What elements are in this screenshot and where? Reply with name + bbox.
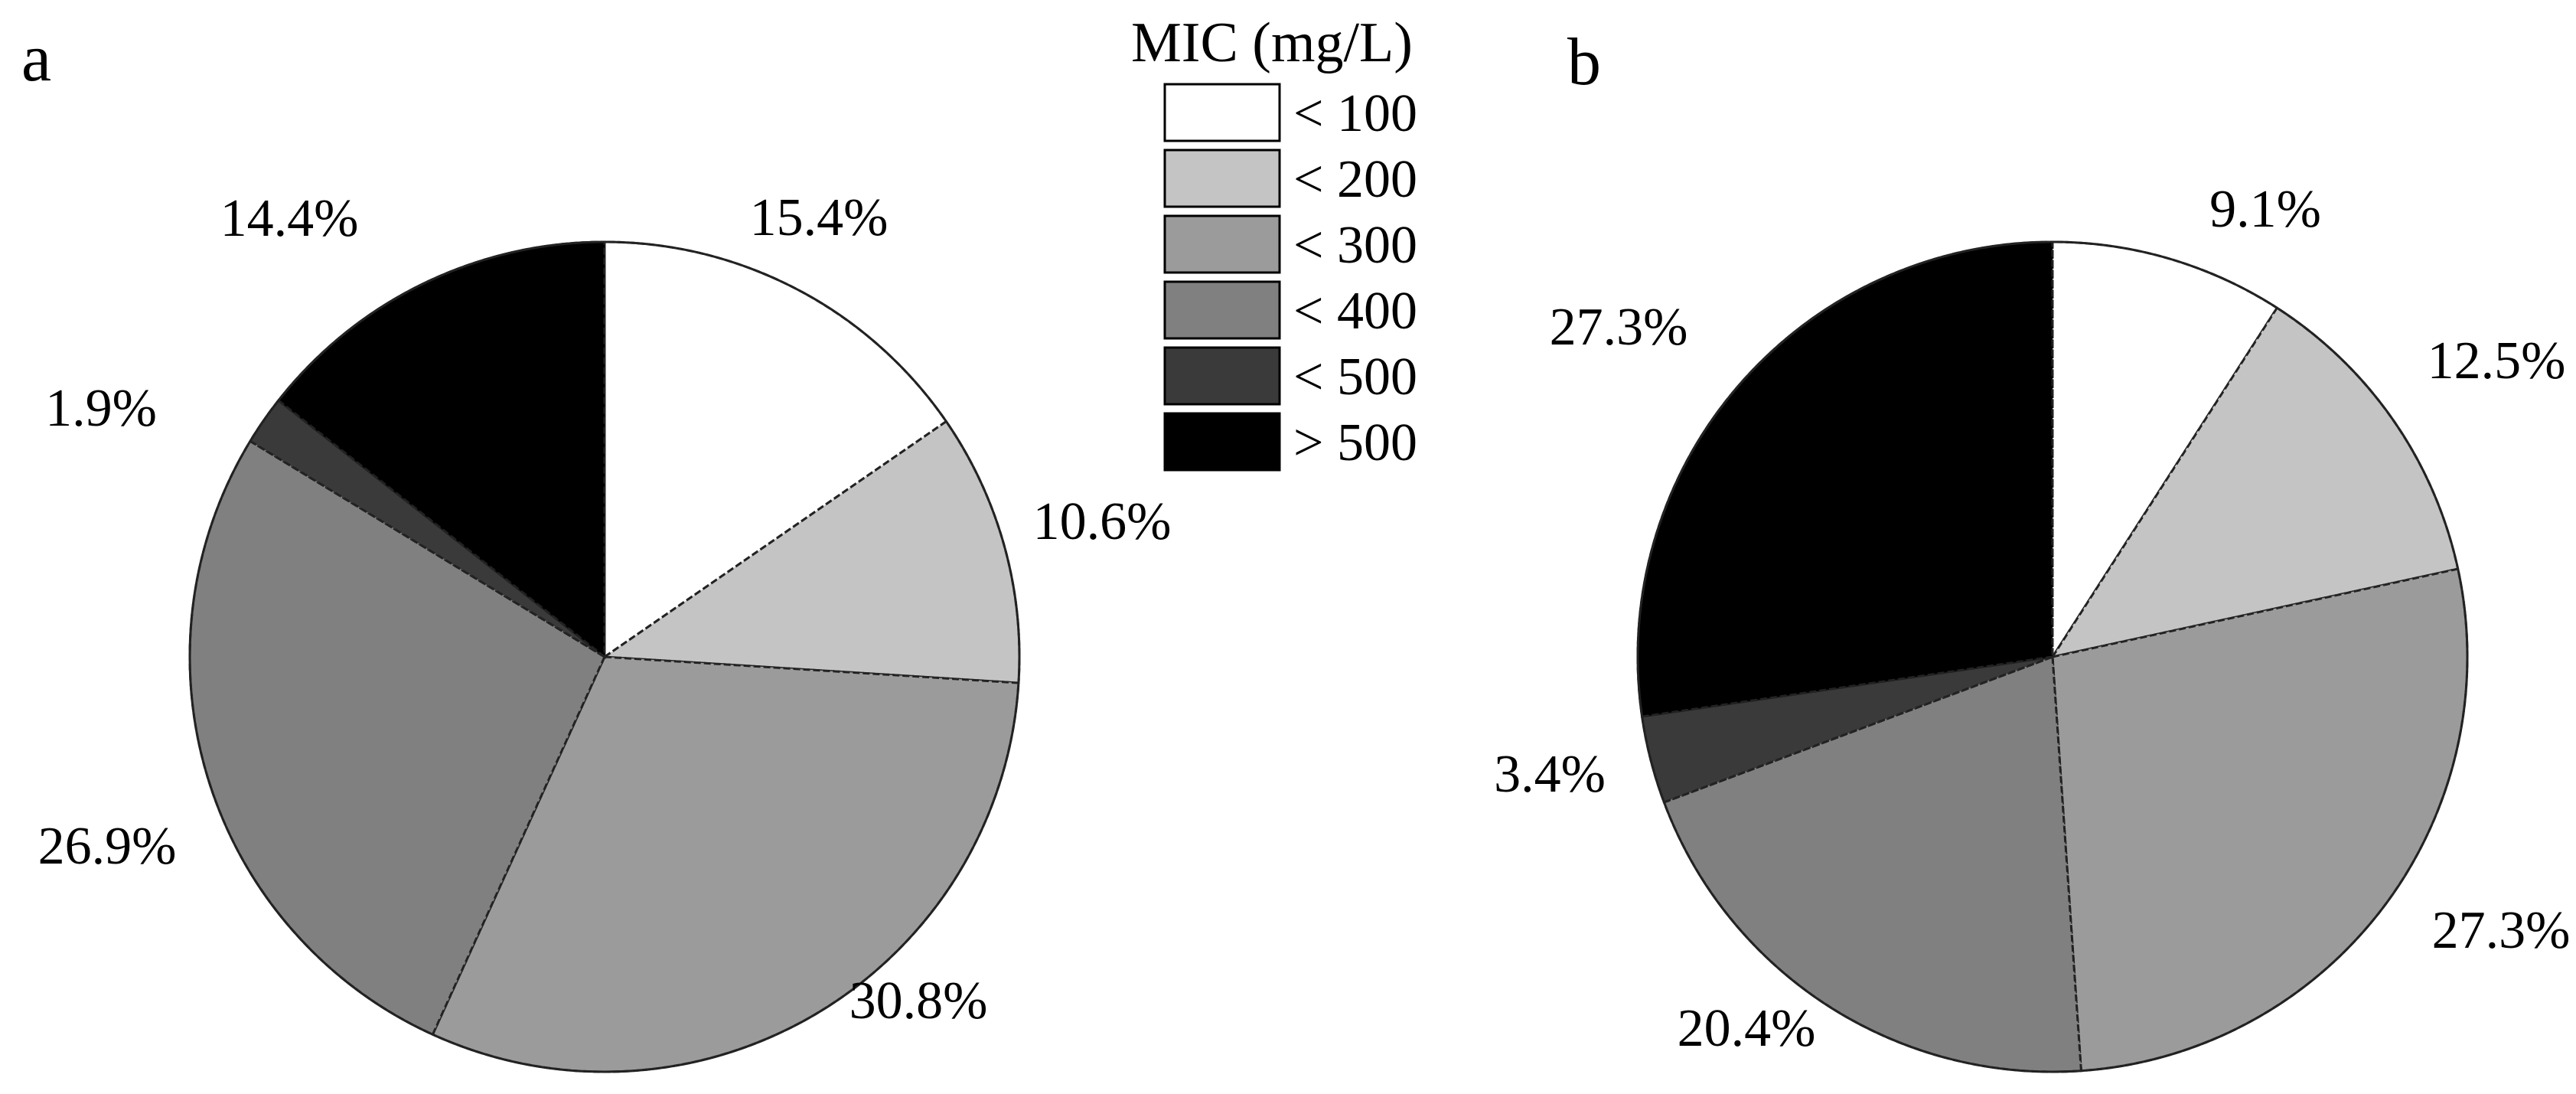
- legend-swatch-2: [1163, 149, 1281, 208]
- legend-label-6: > 500: [1293, 413, 1417, 472]
- legend: MIC (mg/L) < 100 < 200 < 300 < 400 < 500 > 50…: [1131, 11, 1417, 472]
- pie-label-b-2: 12.5%: [2428, 331, 2566, 390]
- legend-label-3: < 300: [1293, 216, 1417, 275]
- pie-slice-b-6: [1636, 240, 2054, 718]
- legend-label-4: < 400: [1293, 282, 1417, 341]
- pie-slice-b-3: [2051, 567, 2469, 1073]
- legend-label-2: < 200: [1293, 150, 1417, 209]
- pie-chart-a: a 15.4% 10.6% 30.8% 26.9% 1.9% 14.4%: [21, 21, 1172, 1073]
- panel-label-b: b: [1567, 25, 1601, 100]
- legend-items: < 100 < 200 < 300 < 400 < 500 > 500: [1163, 83, 1417, 472]
- pie-label-a-2: 10.6%: [1033, 492, 1172, 551]
- pie-chart-b: b 9.1% 12.5% 27.3% 20.4% 3.4% 27.3%: [1494, 25, 2570, 1073]
- pie-labels-b: 9.1% 12.5% 27.3% 20.4% 3.4% 27.3%: [1494, 180, 2570, 1058]
- pie-labels-a: 15.4% 10.6% 30.8% 26.9% 1.9% 14.4%: [38, 188, 1172, 1030]
- legend-swatch-1: [1163, 83, 1281, 142]
- legend-label-1: < 100: [1293, 84, 1417, 143]
- legend-label-5: < 500: [1293, 348, 1417, 407]
- pie-slices-a: [188, 240, 1021, 1073]
- pie-outline-b: [1636, 240, 2469, 1073]
- pie-label-a-1: 15.4%: [750, 188, 889, 247]
- legend-swatch-3: [1163, 214, 1281, 274]
- pie-label-b-3: 27.3%: [2432, 901, 2571, 960]
- panel-label-a: a: [21, 21, 51, 96]
- pie-outline-a: [188, 240, 1021, 1073]
- legend-swatch-4: [1163, 280, 1281, 340]
- pie-label-b-4: 20.4%: [1678, 999, 1816, 1058]
- legend-title: MIC (mg/L): [1131, 11, 1413, 74]
- pie-label-a-5: 1.9%: [45, 379, 157, 438]
- pie-label-a-3: 30.8%: [849, 972, 988, 1030]
- pie-label-b-5: 3.4%: [1494, 745, 1606, 804]
- legend-swatch-5: [1163, 346, 1281, 406]
- legend-swatch-6: [1163, 412, 1281, 472]
- pie-label-a-4: 26.9%: [38, 817, 177, 876]
- pie-label-b-1: 9.1%: [2209, 180, 2321, 239]
- pie-label-a-6: 14.4%: [220, 189, 359, 248]
- pie-slices-b: [1636, 240, 2469, 1073]
- pie-label-b-6: 27.3%: [1550, 298, 1688, 357]
